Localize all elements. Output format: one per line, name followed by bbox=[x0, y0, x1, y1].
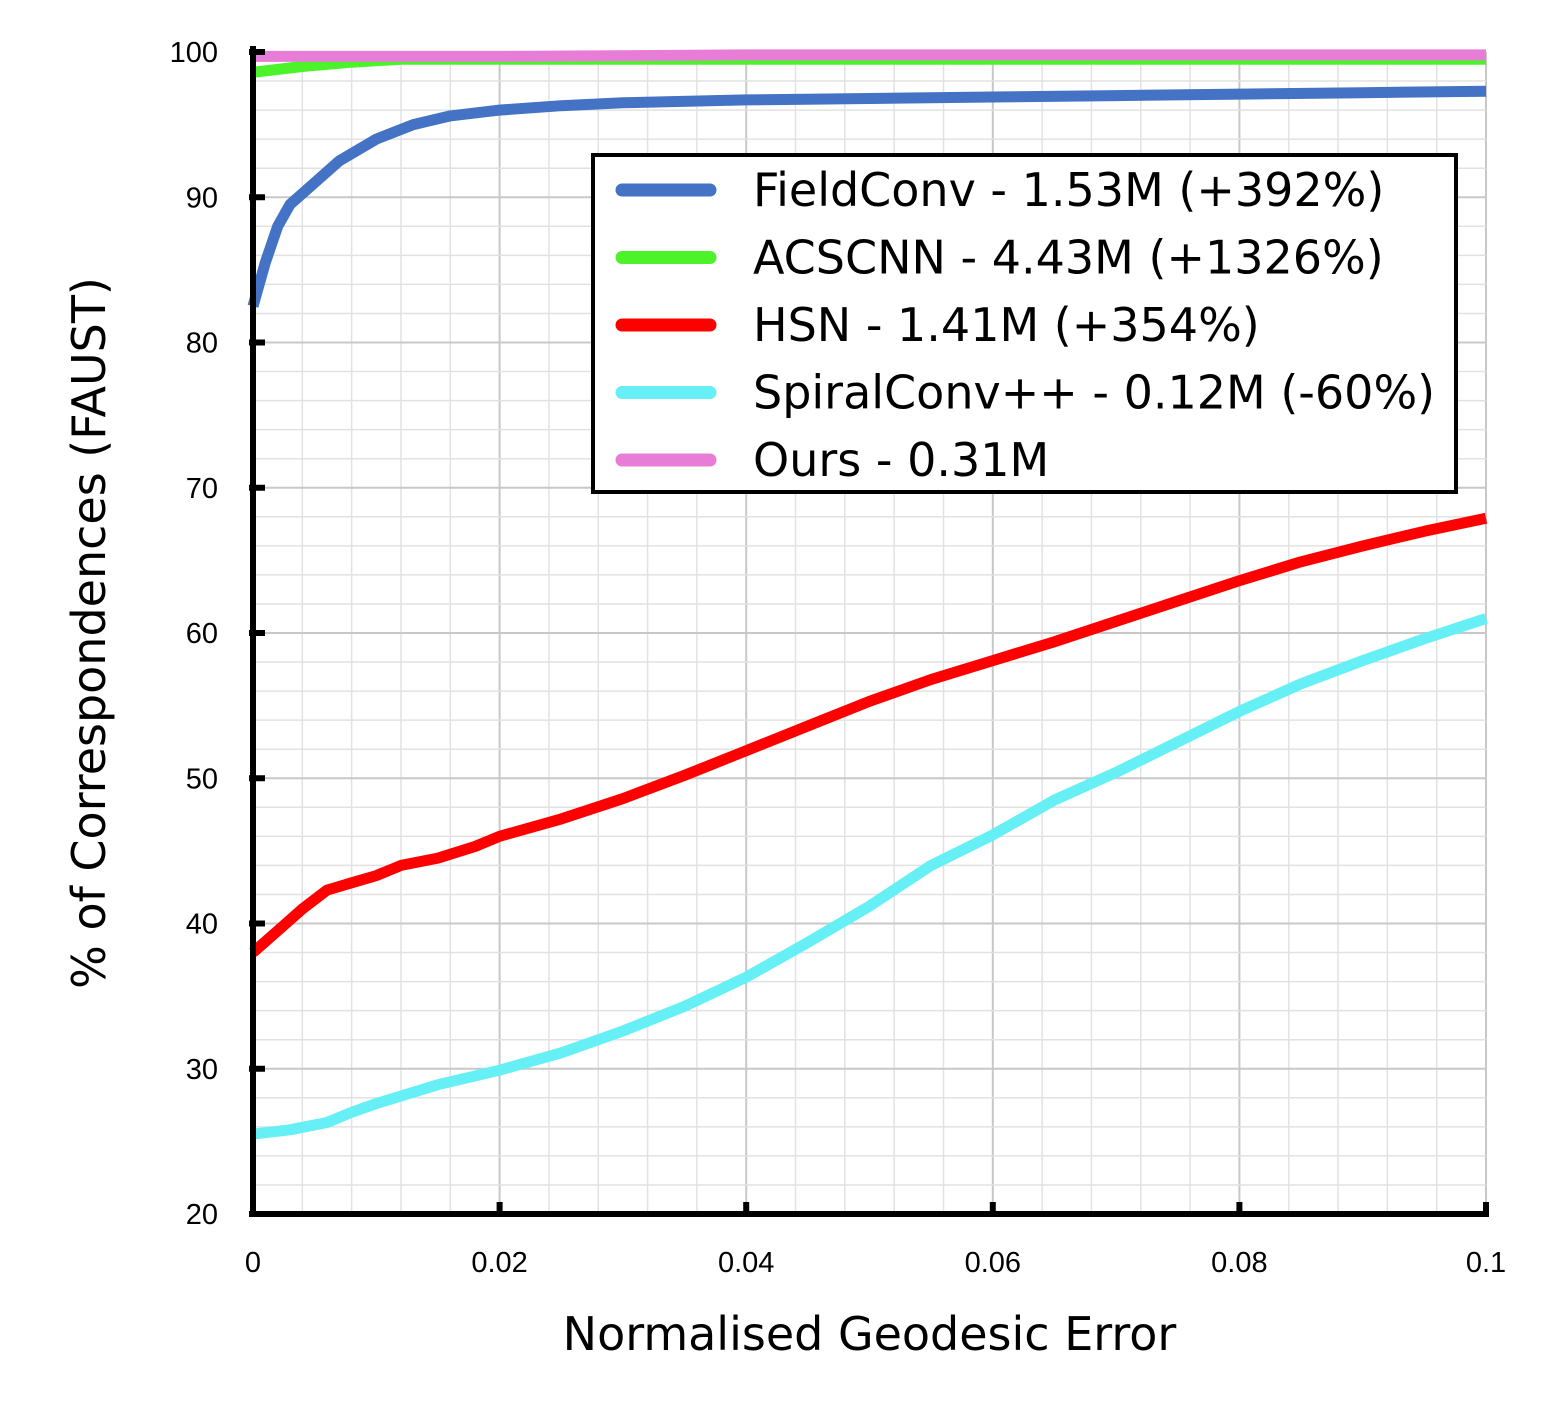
series-lines bbox=[247, 49, 1488, 1140]
legend: FieldConv - 1.53M (+392%) ACSCNN - 4.43M … bbox=[591, 153, 1458, 494]
y-tick-label: 40 bbox=[186, 909, 218, 941]
y-tick-label: 60 bbox=[186, 618, 218, 650]
legend-label-acscnn: ACSCNN - 4.43M (+1326%) bbox=[753, 231, 1384, 285]
y-axis-title: % of Correspondences (FAUST) bbox=[62, 277, 116, 989]
y-tick-label: 20 bbox=[186, 1199, 218, 1231]
x-axis-title: Normalised Geodesic Error bbox=[563, 1307, 1177, 1361]
legend-box bbox=[591, 153, 1458, 494]
x-tick-label: 0 bbox=[245, 1247, 261, 1279]
legend-label-hsn: HSN - 1.41M (+354%) bbox=[753, 298, 1260, 352]
x-tick-label: 0.06 bbox=[965, 1247, 1021, 1279]
y-tick-label: 100 bbox=[170, 37, 218, 69]
series-line-fieldconv bbox=[247, 85, 1487, 308]
tick-labels: 0 0.02 0.04 0.06 0.08 0.1 20 30 40 50 60 70 80 90 100 bbox=[170, 37, 1507, 1279]
x-tick-label: 0.04 bbox=[718, 1247, 774, 1279]
y-tick-label: 90 bbox=[186, 182, 218, 214]
y-tick-label: 50 bbox=[186, 763, 218, 795]
series-line-ours bbox=[253, 49, 1486, 62]
legend-label-fieldconv: FieldConv - 1.53M (+392%) bbox=[753, 163, 1384, 217]
axes bbox=[249, 46, 1489, 1217]
legend-label-spiralconv: SpiralConv++ - 0.12M (-60%) bbox=[753, 366, 1435, 420]
series-line-hsn bbox=[249, 512, 1488, 957]
series-line-spiralconv bbox=[252, 613, 1488, 1140]
x-tick-label: 0.1 bbox=[1466, 1247, 1506, 1279]
y-tick-label: 30 bbox=[186, 1054, 218, 1086]
x-tick-label: 0.02 bbox=[471, 1247, 527, 1279]
y-tick-label: 70 bbox=[186, 473, 218, 505]
x-tick-label: 0.08 bbox=[1211, 1247, 1267, 1279]
y-tick-label: 80 bbox=[186, 328, 218, 360]
legend-label-ours: Ours - 0.31M bbox=[753, 433, 1049, 487]
